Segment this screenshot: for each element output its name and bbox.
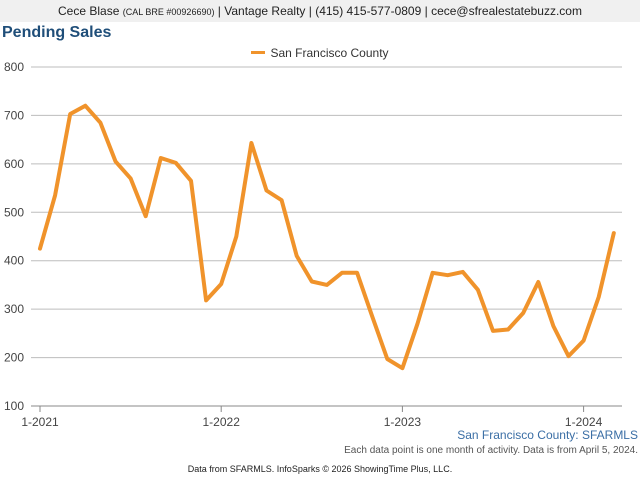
y-tick-label: 700 — [4, 108, 24, 122]
data-point[interactable] — [219, 281, 224, 286]
data-point[interactable] — [340, 270, 345, 275]
page-title: Pending Sales — [2, 24, 112, 41]
y-tick-label: 600 — [4, 157, 24, 171]
legend-label: San Francisco County — [270, 46, 389, 60]
data-point[interactable] — [113, 159, 118, 164]
data-point[interactable] — [415, 321, 420, 326]
chart-legend[interactable]: San Francisco County — [0, 46, 640, 60]
footer-credit: Data from SFARMLS. InfoSparks © 2026 Sho… — [187, 464, 453, 474]
data-point[interactable] — [294, 253, 299, 258]
data-point[interactable] — [566, 354, 571, 359]
grid-lines — [31, 66, 622, 407]
agent-contact-bar: Cece Blase (CAL BRE #00926690) | Vantage… — [0, 0, 640, 22]
y-tick-label: 100 — [4, 399, 24, 413]
data-point[interactable] — [596, 295, 601, 300]
data-point[interactable] — [309, 279, 314, 284]
y-axis-ticks: 100 200 300 400 500 600 700 800 — [4, 60, 24, 413]
data-point[interactable] — [204, 298, 209, 303]
y-tick-label: 400 — [4, 254, 24, 268]
x-tick-label: 1-2023 — [384, 415, 422, 429]
data-point[interactable] — [475, 287, 480, 292]
agent-name: Cece Blase — [58, 4, 120, 18]
data-point[interactable] — [491, 328, 496, 333]
data-point[interactable] — [430, 270, 435, 275]
data-point[interactable] — [355, 270, 360, 275]
data-point[interactable] — [460, 269, 465, 274]
y-tick-label: 500 — [4, 205, 24, 219]
data-point[interactable] — [83, 103, 88, 108]
legend-swatch — [251, 51, 266, 55]
data-point[interactable] — [400, 366, 405, 371]
agent-license: (CAL BRE #00926690) — [122, 7, 215, 17]
source-line[interactable]: San Francisco County: SFARMLS — [457, 428, 638, 442]
data-point[interactable] — [249, 141, 254, 146]
x-axis-ticks: 1-2021 1-2022 1-2023 1-2024 — [21, 406, 603, 429]
data-point[interactable] — [385, 357, 390, 362]
x-tick-label: 1-2021 — [21, 415, 59, 429]
data-point[interactable] — [506, 327, 511, 332]
data-point[interactable] — [445, 273, 450, 278]
data-point[interactable] — [128, 176, 133, 181]
data-point[interactable] — [581, 338, 586, 343]
agent-contact-details: | Vantage Realty | (415) 415-577-0809 | … — [214, 4, 582, 18]
data-point[interactable] — [324, 282, 329, 287]
y-tick-label: 800 — [4, 60, 24, 74]
data-point[interactable] — [234, 234, 239, 239]
data-point[interactable] — [611, 231, 616, 236]
data-point[interactable] — [98, 120, 103, 125]
data-point[interactable] — [370, 314, 375, 319]
data-point[interactable] — [264, 188, 269, 193]
data-point[interactable] — [173, 160, 178, 165]
data-point[interactable] — [143, 214, 148, 219]
data-point[interactable] — [521, 311, 526, 316]
y-tick-label: 300 — [4, 302, 24, 316]
data-point[interactable] — [189, 178, 194, 183]
series-line[interactable] — [38, 103, 616, 371]
data-note: Each data point is one month of activity… — [344, 445, 638, 456]
data-point[interactable] — [68, 111, 73, 116]
series-layer — [38, 103, 616, 371]
data-point[interactable] — [536, 280, 541, 285]
x-tick-label: 1-2022 — [203, 415, 241, 429]
x-tick-label: 1-2024 — [565, 415, 603, 429]
data-point[interactable] — [158, 156, 163, 161]
data-point[interactable] — [53, 193, 58, 198]
y-tick-label: 200 — [4, 351, 24, 365]
data-point[interactable] — [551, 324, 556, 329]
data-point[interactable] — [279, 198, 284, 203]
data-point[interactable] — [38, 246, 43, 251]
